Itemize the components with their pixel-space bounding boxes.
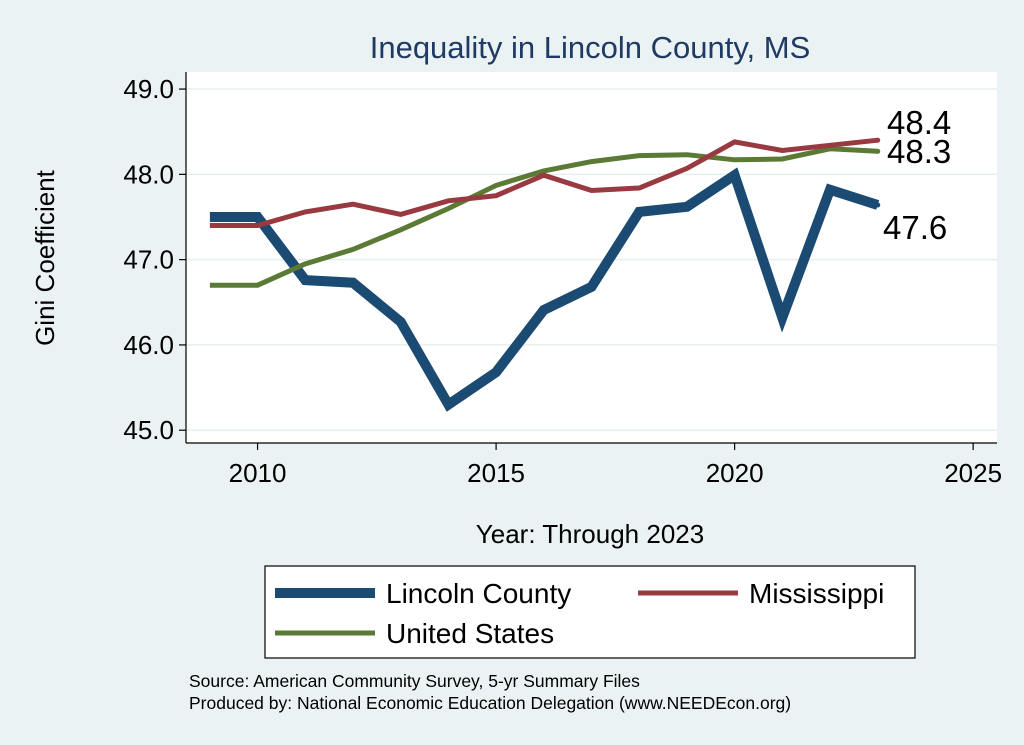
plot-area — [186, 72, 997, 443]
series-end-marker-united-states — [875, 148, 881, 154]
series-line-lincoln-county — [209, 167, 880, 412]
series-end-marker-lincoln-county — [875, 202, 881, 208]
y-tick-label: 45.0 — [123, 415, 174, 445]
end-label-united-states: 48.3 — [887, 133, 951, 170]
y-axis-ticks: 45.0 46.0 47.0 48.0 49.0 — [123, 74, 186, 445]
series-line-mississippi — [209, 137, 878, 228]
legend-box — [264, 565, 916, 659]
x-tick-label: 2015 — [467, 458, 525, 488]
legend: Lincoln County Mississippi United States — [264, 565, 916, 659]
producer-note: Produced by: National Economic Education… — [189, 693, 791, 713]
chart-title: Inequality in Lincoln County, MS — [370, 30, 811, 65]
y-tick-label: 49.0 — [123, 74, 174, 104]
source-note: Source: American Community Survey, 5-yr … — [189, 671, 640, 691]
legend-label-united-states: United States — [386, 618, 554, 649]
axes — [185, 72, 997, 444]
x-tick-label: 2010 — [229, 458, 287, 488]
series-lines — [209, 137, 881, 412]
y-axis-title: Gini Coefficient — [30, 169, 60, 346]
y-tick-label: 46.0 — [123, 330, 174, 360]
x-axis-title: Year: Through 2023 — [476, 519, 704, 549]
x-tick-label: 2020 — [706, 458, 764, 488]
y-tick-label: 47.0 — [123, 245, 174, 275]
x-axis-ticks: 2010 2015 2020 2025 — [229, 443, 1002, 488]
legend-label-lincoln-county: Lincoln County — [386, 578, 571, 609]
series-line-united-states — [209, 146, 878, 288]
legend-label-mississippi: Mississippi — [749, 578, 884, 609]
end-labels: 47.6 48.448.3 — [883, 104, 951, 246]
end-label-lincoln-county: 47.6 — [883, 209, 947, 246]
x-tick-label: 2025 — [944, 458, 1002, 488]
series-end-marker-mississippi — [875, 137, 881, 143]
end-label-mississippi: 48.4 — [887, 104, 951, 141]
y-tick-label: 48.0 — [123, 159, 174, 189]
